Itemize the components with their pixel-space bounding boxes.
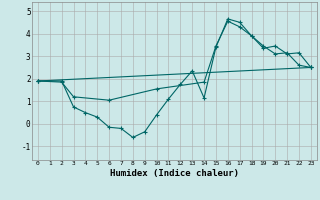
X-axis label: Humidex (Indice chaleur): Humidex (Indice chaleur) bbox=[110, 169, 239, 178]
